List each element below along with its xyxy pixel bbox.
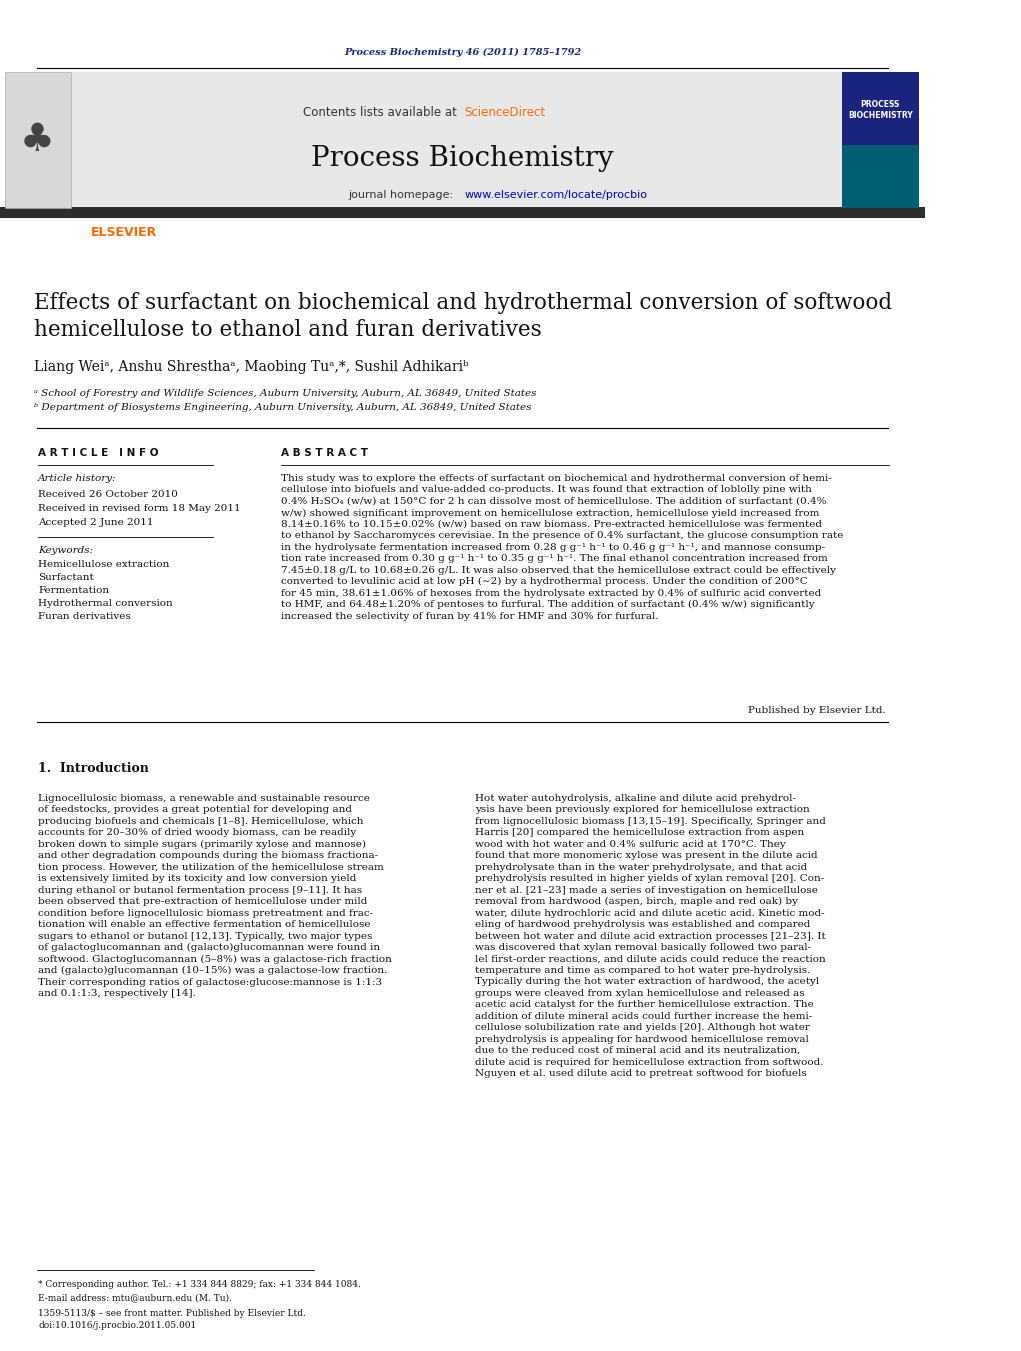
Text: * Corresponding author. Tel.: +1 334 844 8829; fax: +1 334 844 1084.: * Corresponding author. Tel.: +1 334 844… — [38, 1279, 360, 1289]
Text: 1359-5113/$ – see front matter. Published by Elsevier Ltd.: 1359-5113/$ – see front matter. Publishe… — [38, 1309, 306, 1319]
Bar — [70, 72, 842, 208]
Text: ᵃ School of Forestry and Wildlife Sciences, Auburn University, Auburn, AL 36849,: ᵃ School of Forestry and Wildlife Scienc… — [35, 389, 537, 399]
Bar — [842, 145, 919, 208]
Text: Received 26 October 2010: Received 26 October 2010 — [38, 490, 178, 499]
Text: A R T I C L E   I N F O: A R T I C L E I N F O — [38, 449, 158, 458]
Bar — [0, 207, 925, 218]
Bar — [4, 72, 70, 208]
Text: www.elsevier.com/locate/procbio: www.elsevier.com/locate/procbio — [465, 190, 647, 200]
Text: Hemicellulose extraction: Hemicellulose extraction — [38, 561, 169, 569]
Text: Contents lists available at: Contents lists available at — [303, 105, 460, 119]
Bar — [842, 72, 919, 208]
Text: Article history:: Article history: — [38, 474, 116, 484]
Text: ScienceDirect: ScienceDirect — [465, 105, 545, 119]
Text: Liang Weiᵃ, Anshu Shresthaᵃ, Maobing Tuᵃ,*, Sushil Adhikariᵇ: Liang Weiᵃ, Anshu Shresthaᵃ, Maobing Tuᵃ… — [35, 359, 469, 374]
Text: ELSEVIER: ELSEVIER — [91, 227, 157, 239]
Text: Accepted 2 June 2011: Accepted 2 June 2011 — [38, 517, 153, 527]
Text: Effects of surfactant on biochemical and hydrothermal conversion of softwood
hem: Effects of surfactant on biochemical and… — [35, 292, 892, 340]
Text: Published by Elsevier Ltd.: Published by Elsevier Ltd. — [748, 707, 886, 715]
Text: Furan derivatives: Furan derivatives — [38, 612, 131, 621]
Text: Hot water autohydrolysis, alkaline and dilute acid prehydrol-
ysis have been pre: Hot water autohydrolysis, alkaline and d… — [476, 794, 826, 1078]
Text: doi:10.1016/j.procbio.2011.05.001: doi:10.1016/j.procbio.2011.05.001 — [38, 1321, 196, 1329]
Text: Surfactant: Surfactant — [38, 573, 94, 582]
Text: Keywords:: Keywords: — [38, 546, 93, 555]
Text: E-mail address: mtu@auburn.edu (M. Tu).: E-mail address: mtu@auburn.edu (M. Tu). — [38, 1293, 232, 1302]
Text: Lignocellulosic biomass, a renewable and sustainable resource
of feedstocks, pro: Lignocellulosic biomass, a renewable and… — [38, 794, 392, 998]
Text: Hydrothermal conversion: Hydrothermal conversion — [38, 598, 173, 608]
Text: ᵇ Department of Biosystems Engineering, Auburn University, Auburn, AL 36849, Uni: ᵇ Department of Biosystems Engineering, … — [35, 403, 532, 412]
Text: 1.  Introduction: 1. Introduction — [38, 762, 149, 775]
Text: Process Biochemistry: Process Biochemistry — [311, 145, 614, 172]
Text: ♣: ♣ — [19, 122, 54, 159]
Text: This study was to explore the effects of surfactant on biochemical and hydrother: This study was to explore the effects of… — [281, 474, 843, 621]
Text: Fermentation: Fermentation — [38, 586, 109, 594]
Text: Process Biochemistry 46 (2011) 1785–1792: Process Biochemistry 46 (2011) 1785–1792 — [344, 47, 581, 57]
Text: Received in revised form 18 May 2011: Received in revised form 18 May 2011 — [38, 504, 241, 513]
Text: journal homepage:: journal homepage: — [348, 190, 460, 200]
Text: PROCESS
BIOCHEMISTRY: PROCESS BIOCHEMISTRY — [848, 100, 913, 120]
Text: A B S T R A C T: A B S T R A C T — [281, 449, 368, 458]
